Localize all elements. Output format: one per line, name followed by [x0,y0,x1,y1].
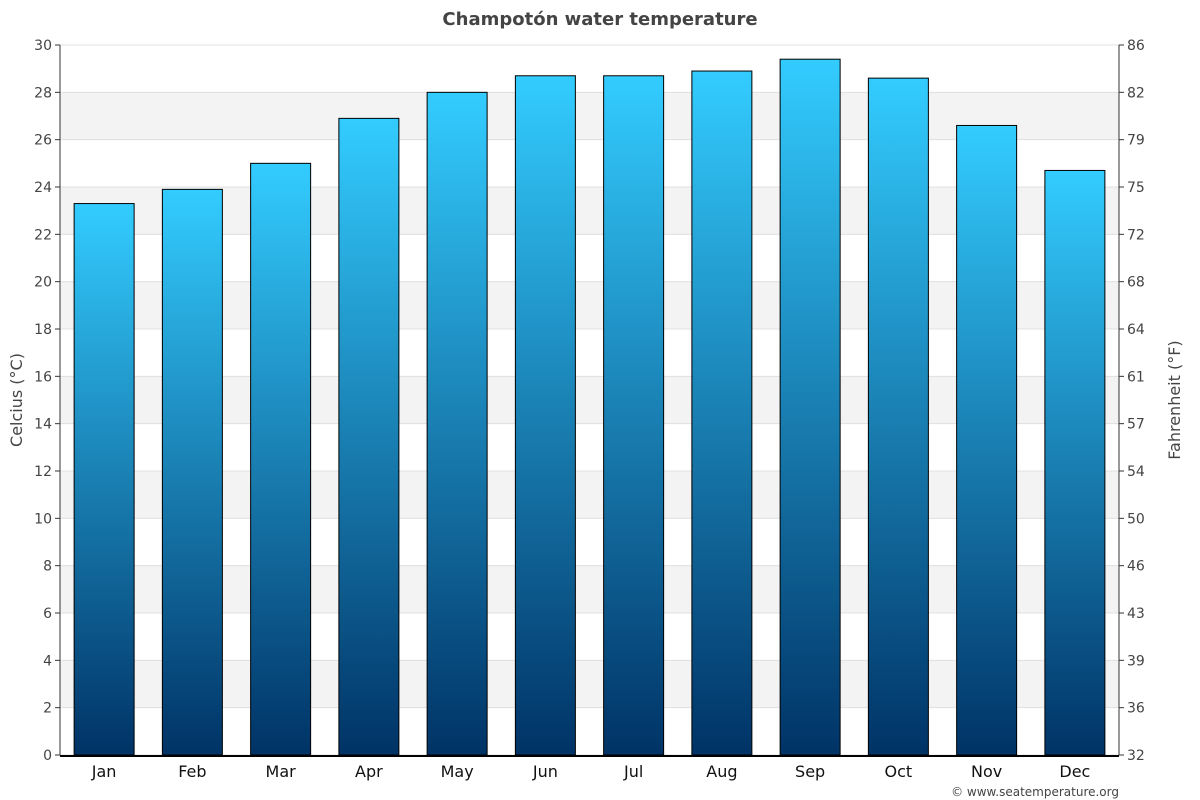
y-tick-label: 24 [34,180,52,196]
bar-jun [514,75,576,756]
y2-tick-label: 79 [1127,133,1145,149]
y-tick-label: 30 [34,38,52,54]
grid-band [60,660,1119,708]
y2-tick-label: 68 [1127,275,1145,291]
y-tick-label: 10 [34,511,52,527]
grid-band [60,187,1119,235]
y2-tick-label: 39 [1127,653,1145,669]
chart-title: Champotón water temperature [442,9,757,30]
bar-oct [867,77,929,756]
bar-dec [1044,169,1106,756]
bar-jan [73,203,135,756]
x-tick-label: Mar [266,762,297,781]
grid-band [60,92,1119,140]
x-tick-label: Oct [885,762,913,781]
y-tick-label: 0 [43,748,52,764]
y2-tick-label: 82 [1127,85,1145,101]
y-tick-label: 14 [34,417,52,433]
y2-tick-label: 57 [1127,417,1145,433]
x-tick-label: Sep [795,762,825,781]
y-tick-label: 26 [34,133,52,149]
bar-jul [603,75,665,756]
y-tick-label: 8 [43,559,52,575]
y2-tick-label: 32 [1127,748,1145,764]
y-tick-label: 2 [43,701,52,717]
x-tick-label: Jun [532,762,558,781]
y2-tick-label: 54 [1127,464,1145,480]
y2-tick-label: 75 [1127,180,1145,196]
grid-band [60,281,1119,329]
y-tick-label: 16 [34,369,52,385]
grid-band [60,376,1119,424]
y-tick-label: 28 [34,85,52,101]
y-tick-label: 4 [43,653,52,669]
y2-axis-label: Fahrenheit (°F) [1165,340,1184,459]
bar-sep [779,58,841,756]
bar-aug [691,70,753,756]
y2-tick-label: 46 [1127,559,1145,575]
x-tick-label: Nov [971,762,1002,781]
x-tick-label: Feb [178,762,206,781]
x-tick-label: Apr [355,762,383,781]
y2-tick-label: 86 [1127,38,1145,54]
x-tick-label: Jul [623,762,643,781]
y-tick-label: 20 [34,275,52,291]
grid-band [60,471,1119,519]
y-tick-label: 18 [34,322,52,338]
y-tick-label: 12 [34,464,52,480]
bar-mar [250,162,312,756]
y2-tick-label: 36 [1127,701,1145,717]
grid-band [60,565,1119,613]
y2-tick-label: 50 [1127,511,1145,527]
y-tick-label: 22 [34,227,52,243]
y2-tick-label: 64 [1127,322,1145,338]
credit: © www.seatemperature.org [951,785,1119,799]
y2-tick-label: 72 [1127,227,1145,243]
bar-feb [161,188,223,756]
y2-tick-label: 43 [1127,606,1145,622]
y-axis-label: Celcius (°C) [7,353,26,447]
bar-nov [956,124,1018,756]
y2-tick-label: 61 [1127,369,1145,385]
bar-apr [338,117,400,756]
y-tick-label: 6 [43,606,52,622]
x-tick-label: Jan [91,762,117,781]
x-tick-label: Aug [706,762,737,781]
x-tick-label: Dec [1059,762,1090,781]
x-tick-label: May [441,762,474,781]
bar-may [426,91,488,756]
